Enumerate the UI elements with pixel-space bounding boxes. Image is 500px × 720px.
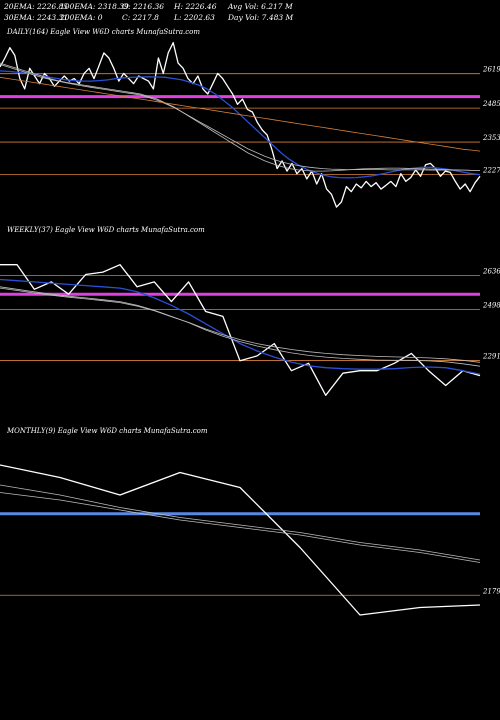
level-label: 2498 [482,302,500,310]
ema100-value: 100EMA: 2318.39 [60,2,129,11]
series-line-2 [0,286,481,367]
avg-vol-value: Avg Vol: 6.217 M [228,2,293,11]
level-label: 2485 [482,100,500,108]
open-value: O: 2216.36 [122,2,165,11]
level-label: 2636 [482,268,500,276]
series-line-1 [0,492,481,563]
monthly-panel-title: MONTHLY(9) Eagle View W6D charts MunafaS… [7,427,208,435]
series-line-3 [0,287,481,363]
close-value: C: 2217.8 [122,13,159,22]
weekly-panel-title: WEEKLY(37) Eagle View W6D charts MunafaS… [7,226,205,234]
daily-panel-title: DAILY(164) Eagle View W6D charts MunafaS… [7,28,201,36]
ema200-value: 200EMA: 0 [60,13,103,22]
day-vol-value: Day Vol: 7.483 M [228,13,294,22]
level-label: 2291 [482,353,500,361]
series-line-0 [0,464,481,616]
series-line-3 [0,64,480,171]
ema20-value: 20EMA: 2226.85 [4,2,69,11]
level-label: 2179 [482,587,500,595]
level-label: 2353 [482,134,500,142]
low-value: L: 2202.63 [174,13,215,22]
level-label: 2227 [482,166,500,174]
series-line-1 [0,70,481,179]
ema30-value: 30EMA: 2243.31 [4,13,69,22]
series-line-1 [0,278,481,375]
series-line-4 [0,76,481,152]
series-line-2 [0,62,480,172]
series-line-0 [0,41,481,208]
high-value: H: 2226.46 [174,2,217,11]
series-line-2 [0,484,481,561]
level-label: 2619 [482,66,500,74]
